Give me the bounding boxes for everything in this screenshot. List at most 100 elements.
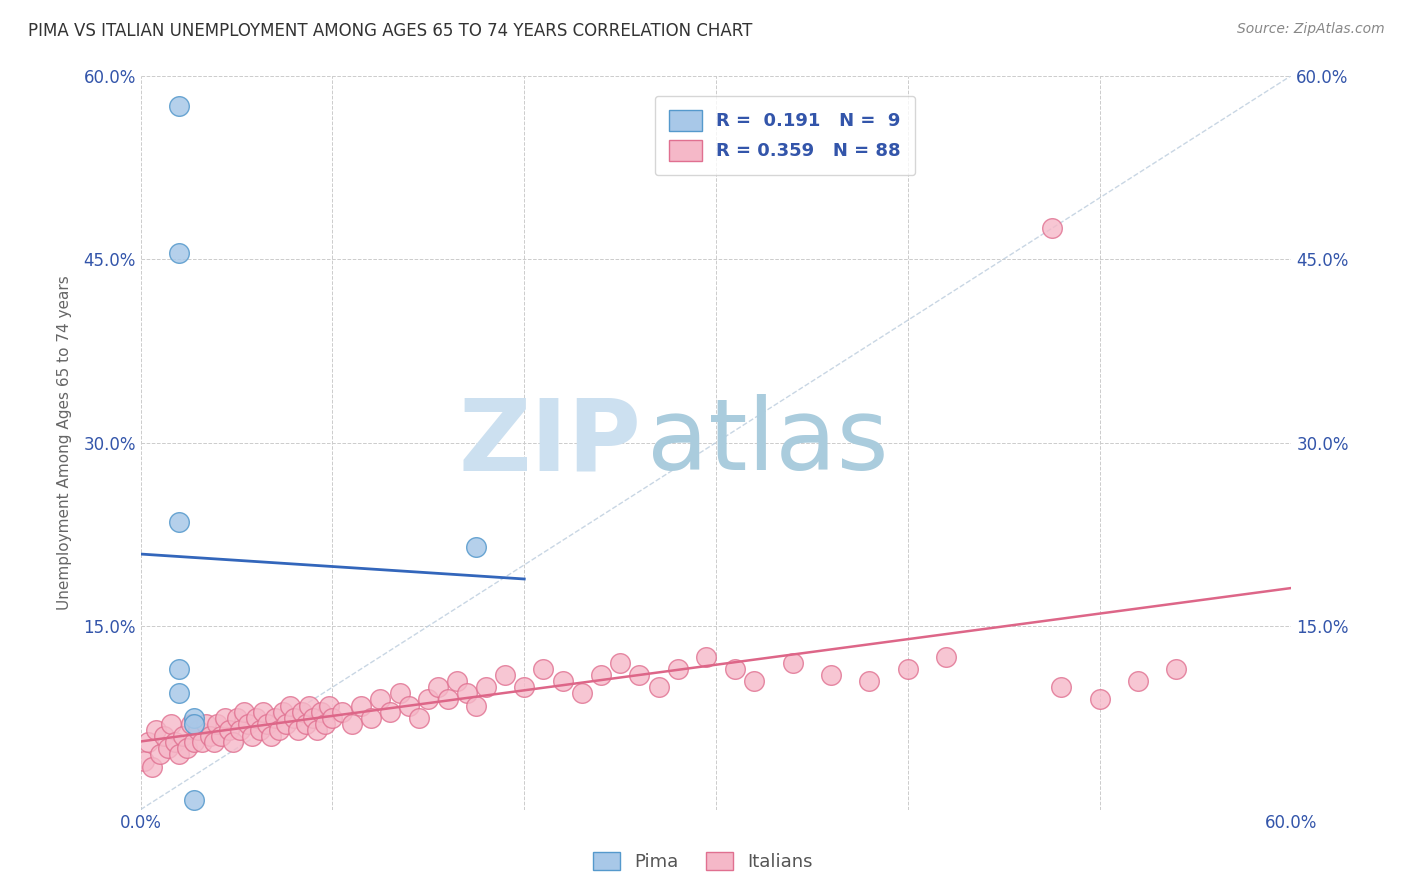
Point [456,686,478,700]
Point [330,705,353,719]
Point [398,698,420,713]
Point [302,711,325,725]
Point [267,723,290,737]
Point [321,711,343,725]
Point [214,711,236,725]
Point [318,698,340,713]
Point [494,668,516,682]
Point [165,735,187,749]
Point [260,729,283,743]
Point [628,668,651,682]
Point [465,540,488,554]
Point [897,662,920,676]
Point [307,723,329,737]
Text: ZIP: ZIP [458,394,641,491]
Point [283,711,305,725]
Point [533,662,555,676]
Point [475,680,498,694]
Point [183,793,205,807]
Point [782,656,804,670]
Point [666,662,689,676]
Point [513,680,536,694]
Point [233,705,256,719]
Point [271,705,294,719]
Point [236,717,259,731]
Point [1126,674,1149,689]
Point [858,674,880,689]
Point [291,705,314,719]
Point [264,711,287,725]
Point [245,711,267,725]
Point [1088,692,1111,706]
Point [176,741,198,756]
Point [160,717,183,731]
Point [360,711,382,725]
Point [647,680,669,694]
Point [145,723,167,737]
Point [218,723,240,737]
Point [172,729,194,743]
Point [724,662,747,676]
Point [207,717,229,731]
Point [183,735,205,749]
Text: Source: ZipAtlas.com: Source: ZipAtlas.com [1237,22,1385,37]
Point [225,711,247,725]
Point [167,686,190,700]
Point [589,668,612,682]
Point [436,692,458,706]
Point [408,711,430,725]
Point [167,747,190,762]
Point [149,747,172,762]
Point [340,717,363,731]
Point [141,760,163,774]
Point [935,649,957,664]
Point [571,686,593,700]
Legend: Pima, Italians: Pima, Italians [586,845,820,879]
Point [252,705,274,719]
Point [180,717,202,731]
Point [1050,680,1073,694]
Legend: R =  0.191   N =  9, R = 0.359   N = 88: R = 0.191 N = 9, R = 0.359 N = 88 [655,95,915,175]
Point [202,735,225,749]
Point [370,692,392,706]
Point [744,674,766,689]
Point [167,99,190,113]
Point [229,723,252,737]
Point [1166,662,1188,676]
Point [256,717,278,731]
Point [1040,221,1063,235]
Point [198,729,221,743]
Point [350,698,373,713]
Text: PIMA VS ITALIAN UNEMPLOYMENT AMONG AGES 65 TO 74 YEARS CORRELATION CHART: PIMA VS ITALIAN UNEMPLOYMENT AMONG AGES … [28,22,752,40]
Point [388,686,411,700]
Point [240,729,263,743]
Point [191,735,214,749]
Point [156,741,179,756]
Point [167,662,190,676]
Text: atlas: atlas [647,394,889,491]
Point [183,717,205,731]
Point [298,698,321,713]
Point [183,711,205,725]
Point [551,674,574,689]
Point [820,668,842,682]
Point [465,698,488,713]
Point [134,754,156,768]
Point [309,705,332,719]
Point [187,723,209,737]
Point [209,729,232,743]
Point [609,656,631,670]
Point [278,698,301,713]
Point [378,705,401,719]
Point [276,717,298,731]
Point [294,717,316,731]
Point [249,723,271,737]
Point [222,735,245,749]
Point [446,674,468,689]
Point [167,246,190,260]
Point [152,729,174,743]
Point [695,649,717,664]
Point [426,680,449,694]
Point [418,692,440,706]
Y-axis label: Unemployment Among Ages 65 to 74 years: Unemployment Among Ages 65 to 74 years [58,275,72,610]
